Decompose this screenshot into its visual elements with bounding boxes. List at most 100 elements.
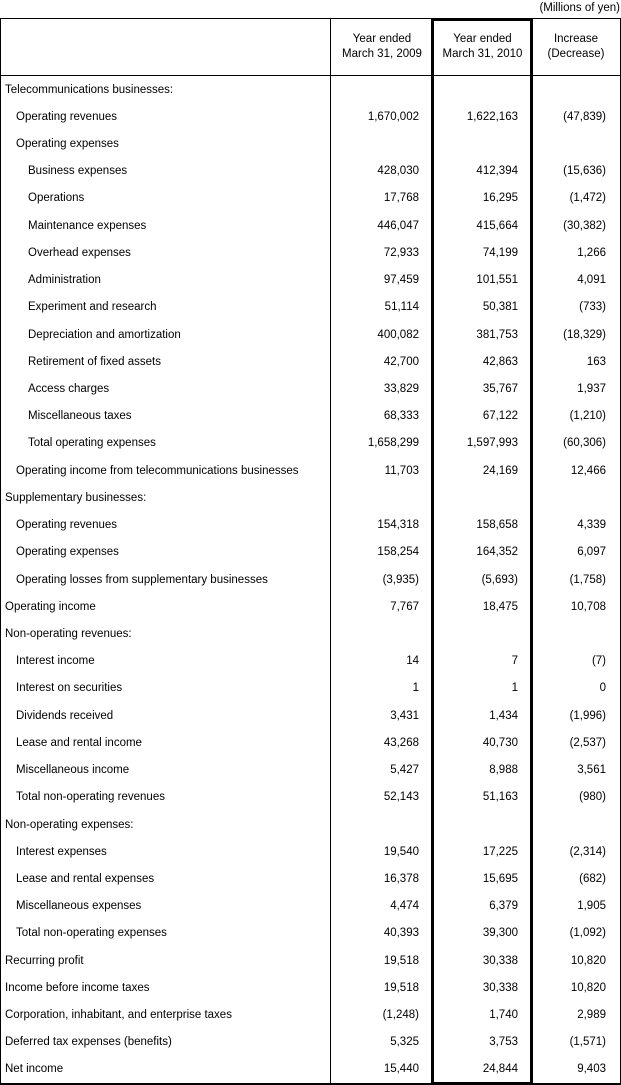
table-row: Operating expenses xyxy=(1,130,620,158)
value-increase-decrease xyxy=(532,76,620,103)
value-year-2009: 40,393 xyxy=(383,927,419,940)
row-label: Telecommunications businesses: xyxy=(1,76,331,104)
value-year-2009: 42,700 xyxy=(383,355,419,368)
value-year-2009: 1 xyxy=(412,682,419,695)
value-year-2010 xyxy=(433,811,532,838)
value-year-2010 xyxy=(433,130,532,157)
row-label: Operating expenses xyxy=(1,538,331,566)
value-increase-decrease: (7) xyxy=(591,655,606,668)
value-year-2010: 50,381 xyxy=(482,301,518,314)
value-increase-decrease: 9,403 xyxy=(577,1063,606,1076)
row-label: Non-operating revenues: xyxy=(1,620,331,648)
table-row: Retirement of fixed assets 42,700 42,863 16… xyxy=(1,348,620,376)
table-row: Operating revenues 1,670,002 1,622,163 (47,… xyxy=(1,103,620,131)
header-year-2009: Year ended March 31, 2009 xyxy=(342,32,422,60)
row-label: Miscellaneous expenses xyxy=(1,892,331,920)
value-year-2009: 7,767 xyxy=(390,600,419,613)
table-row: Operating expenses 158,254 164,352 6,097 xyxy=(1,538,620,566)
row-label: Recurring profit xyxy=(1,947,331,975)
value-year-2010: 51,163 xyxy=(482,791,518,804)
table-row: Maintenance expenses 446,047 415,664 (30,38… xyxy=(1,212,620,240)
value-year-2010: 1,597,993 xyxy=(466,437,518,450)
value-increase-decrease: (15,636) xyxy=(563,165,606,178)
value-year-2009 xyxy=(331,76,433,103)
row-label: Operating losses from supplementary busi… xyxy=(1,565,331,594)
value-year-2010: 101,551 xyxy=(476,274,518,287)
row-label: Interest expenses xyxy=(1,838,331,866)
row-label: Depreciation and amortization xyxy=(1,320,331,349)
value-year-2009: 19,540 xyxy=(383,845,419,858)
table-row: Non-operating revenues: xyxy=(1,620,620,648)
value-year-2010 xyxy=(433,620,532,647)
table-row: Administration 97,459 101,551 4,091 xyxy=(1,266,620,294)
row-label: Total non-operating expenses xyxy=(1,919,331,947)
value-year-2009: 33,829 xyxy=(383,383,419,396)
value-year-2009: 14 xyxy=(406,655,419,668)
value-increase-decrease: (682) xyxy=(579,872,606,885)
row-label: Income before income taxes xyxy=(1,974,331,1002)
row-label: Supplementary businesses: xyxy=(1,484,331,512)
value-increase-decrease: 10,820 xyxy=(570,954,606,967)
value-year-2009: 4,474 xyxy=(390,900,419,913)
value-increase-decrease: 12,466 xyxy=(570,464,606,477)
value-year-2009: 97,459 xyxy=(383,274,419,287)
table-row: Access charges 33,829 35,767 1,937 xyxy=(1,375,620,403)
row-label: Total operating expenses xyxy=(1,429,331,458)
value-year-2009 xyxy=(331,620,433,647)
value-year-2009: 3,431 xyxy=(390,709,419,722)
row-label: Operating expenses xyxy=(1,130,331,158)
row-label: Corporation, inhabitant, and enterprise … xyxy=(1,1001,331,1029)
financial-statement-table: Year ended March 31, 2009 Year ended Mar… xyxy=(0,18,621,1085)
table-row: Experiment and research 51,114 50,381 (733) xyxy=(1,293,620,321)
value-year-2010: 6,379 xyxy=(489,900,518,913)
value-increase-decrease: (2,314) xyxy=(569,845,606,858)
value-year-2009: 5,325 xyxy=(390,1036,419,1049)
row-label: Overhead expenses xyxy=(1,239,331,267)
value-year-2010: 15,695 xyxy=(482,872,518,885)
value-year-2009: 19,518 xyxy=(383,954,419,967)
value-year-2009: 15,440 xyxy=(383,1063,419,1076)
value-year-2010: 30,338 xyxy=(482,954,518,967)
value-increase-decrease: (60,306) xyxy=(563,437,606,450)
table-row: Operating revenues 154,318 158,658 4,339 xyxy=(1,511,620,539)
table-row: Non-operating expenses: xyxy=(1,810,620,839)
row-label: Retirement of fixed assets xyxy=(1,348,331,376)
value-year-2010: 1,434 xyxy=(489,709,518,722)
value-year-2010: 35,767 xyxy=(482,383,518,396)
table-row: Operating income 7,767 18,475 10,708 xyxy=(1,593,620,621)
header-label-cell xyxy=(1,19,331,75)
value-year-2009: 17,768 xyxy=(383,192,419,205)
value-year-2009: 154,318 xyxy=(377,519,419,532)
header-year-2010: Year ended March 31, 2010 xyxy=(442,32,523,60)
value-increase-decrease: 3,561 xyxy=(577,764,606,777)
value-year-2010: 24,169 xyxy=(482,464,518,477)
value-increase-decrease: (1,092) xyxy=(569,927,606,940)
row-label: Access charges xyxy=(1,375,331,403)
row-label: Operating income from telecommunications… xyxy=(1,457,331,485)
value-increase-decrease: 1,905 xyxy=(577,900,606,913)
row-label: Dividends received xyxy=(1,702,331,730)
value-increase-decrease: (47,839) xyxy=(563,110,606,123)
row-label: Operations xyxy=(1,184,331,213)
value-year-2009 xyxy=(331,484,433,511)
value-year-2010 xyxy=(433,484,532,511)
table-row: Operations 17,768 16,295 (1,472) xyxy=(1,184,620,213)
row-label: Net income xyxy=(1,1055,331,1084)
table-row: Corporation, inhabitant, and enterprise … xyxy=(1,1001,620,1029)
row-label: Interest on securities xyxy=(1,674,331,703)
value-increase-decrease: (1,758) xyxy=(569,573,606,586)
value-year-2009: 5,427 xyxy=(390,764,419,777)
value-increase-decrease: (18,329) xyxy=(563,328,606,341)
row-label: Total non-operating revenues xyxy=(1,783,331,811)
value-year-2009: 52,143 xyxy=(383,791,419,804)
value-increase-decrease: 6,097 xyxy=(577,546,606,559)
value-year-2010: 40,730 xyxy=(482,736,518,749)
value-increase-decrease: 4,339 xyxy=(577,519,606,532)
value-year-2009: (3,935) xyxy=(382,573,419,586)
row-label: Miscellaneous income xyxy=(1,756,331,784)
table-row: Income before income taxes 19,518 30,338 10… xyxy=(1,974,620,1002)
value-year-2009: 16,378 xyxy=(383,872,419,885)
value-increase-decrease: 4,091 xyxy=(577,274,606,287)
measure-unit-caption: (Millions of yen) xyxy=(539,2,620,14)
value-year-2010: 18,475 xyxy=(482,600,518,613)
